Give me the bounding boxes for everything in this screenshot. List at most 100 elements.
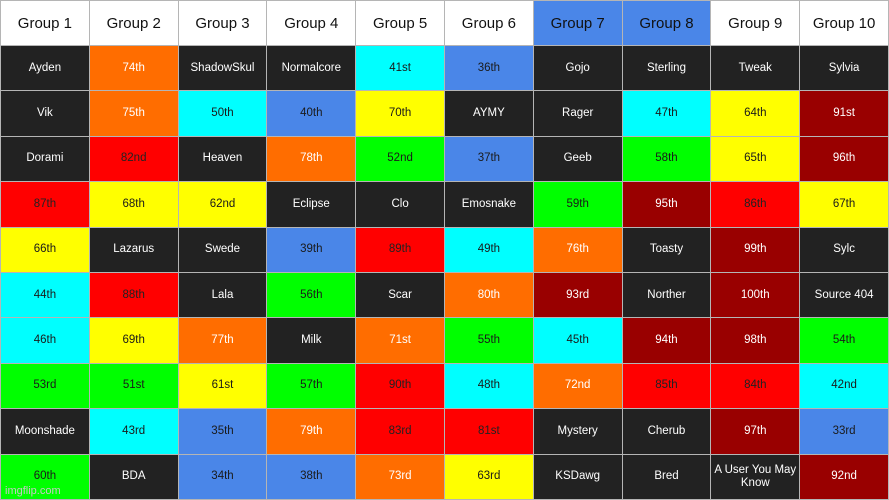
table-cell: 77th	[177, 317, 268, 364]
table-cell: 71st	[355, 317, 445, 364]
table-cell: 36th	[443, 44, 534, 92]
table-cell: ShadowSkul	[177, 44, 268, 92]
table-cell: Norther	[621, 271, 712, 319]
table-cell: Emosnake	[443, 181, 534, 228]
table-cell: 45th	[532, 317, 623, 364]
table-cell: 42nd	[799, 362, 889, 410]
table-cell: 82nd	[88, 135, 179, 183]
table-cell: 43rd	[88, 408, 179, 455]
table-cell: BDA	[88, 453, 179, 500]
table-cell: 99th	[710, 226, 801, 273]
table-cell: 79th	[266, 408, 357, 455]
column-header-group-3: Group 3	[177, 0, 268, 46]
table-cell: Vik	[0, 90, 90, 137]
table-cell: 80th	[443, 271, 534, 319]
table-cell: KSDawg	[532, 453, 623, 500]
table-cell: 78th	[266, 135, 357, 183]
table-cell: 98th	[710, 317, 801, 364]
table-cell: 83rd	[355, 408, 445, 455]
table-cell: Toasty	[621, 226, 712, 273]
table-cell: 95th	[621, 181, 712, 228]
table-cell: 49th	[443, 226, 534, 273]
table-cell: Milk	[266, 317, 357, 364]
column-header-group-1: Group 1	[0, 0, 90, 46]
table-cell: 41st	[355, 44, 445, 92]
column-header-group-6: Group 6	[443, 0, 534, 46]
table-cell: 97th	[710, 408, 801, 455]
table-cell: 46th	[0, 317, 90, 364]
table-cell: 67th	[799, 181, 889, 228]
table-cell: 58th	[621, 135, 712, 183]
table-row: 66th Lazarus Swede 39th 89th 49th 76th Toasty 99…	[0, 226, 889, 273]
table-body: Ayden 74th ShadowSkul Normalcore 41st 36th Goj…	[0, 44, 889, 500]
table-cell: 74th	[88, 44, 179, 92]
table-cell: 75th	[88, 90, 179, 137]
table-cell: Sylc	[799, 226, 889, 273]
table-cell: 100th	[710, 271, 801, 319]
table-cell: 72nd	[532, 362, 623, 410]
table-cell: 61st	[177, 362, 268, 410]
table-cell: 55th	[443, 317, 534, 364]
table-cell: 87th	[0, 181, 90, 228]
table-cell: 60th	[0, 453, 90, 500]
table-cell: Lazarus	[88, 226, 179, 273]
table-cell: 56th	[266, 271, 357, 319]
table-cell: 81st	[443, 408, 534, 455]
table-cell: 39th	[266, 226, 357, 273]
table-cell: Ayden	[0, 44, 90, 92]
table-cell: 88th	[88, 271, 179, 319]
table-cell: Tweak	[710, 44, 801, 92]
column-header-group-9: Group 9	[710, 0, 801, 46]
table-cell: 47th	[621, 90, 712, 137]
table-cell: Heaven	[177, 135, 268, 183]
table-cell: Moonshade	[0, 408, 90, 455]
table-cell: 96th	[799, 135, 889, 183]
table-cell: 91st	[799, 90, 889, 137]
table-cell: 92nd	[799, 453, 889, 500]
column-header-group-7: Group 7	[532, 0, 623, 46]
table-row: Ayden 74th ShadowSkul Normalcore 41st 36th Goj…	[0, 44, 889, 92]
table-row: 46th 69th 77th Milk 71st 55th 45th 94th 98th 54th	[0, 317, 889, 364]
table-cell: 76th	[532, 226, 623, 273]
table-cell: 89th	[355, 226, 445, 273]
table-cell: 54th	[799, 317, 889, 364]
column-header-group-5: Group 5	[355, 0, 445, 46]
table-row: Vik 75th 50th 40th 70th AYMY Rager 47th 64th 91st	[0, 90, 889, 137]
table-cell: 53rd	[0, 362, 90, 410]
table-cell: 50th	[177, 90, 268, 137]
column-header-group-2: Group 2	[88, 0, 179, 46]
table-row: 87th 68th 62nd Eclipse Clo Emosnake 59th 95th 86…	[0, 181, 889, 228]
column-header-group-8: Group 8	[621, 0, 712, 46]
table-row: Moonshade 43rd 35th 79th 83rd 81st Mystery Cher…	[0, 408, 889, 455]
table-cell: Sylvia	[799, 44, 889, 92]
table-cell: Clo	[355, 181, 445, 228]
table-cell: Bred	[621, 453, 712, 500]
table-cell: 62nd	[177, 181, 268, 228]
table-cell: 37th	[443, 135, 534, 183]
table-row: Dorami 82nd Heaven 78th 52nd 37th Geeb 58th 65th…	[0, 135, 889, 183]
table-cell: 48th	[443, 362, 534, 410]
table-cell: AYMY	[443, 90, 534, 137]
table-cell: 57th	[266, 362, 357, 410]
table-cell: Lala	[177, 271, 268, 319]
table-cell: Rager	[532, 90, 623, 137]
table-cell: 93rd	[532, 271, 623, 319]
table-cell: 70th	[355, 90, 445, 137]
table-row: 60th BDA 34th 38th 73rd 63rd KSDawg Bred A User …	[0, 453, 889, 500]
table-cell: Sterling	[621, 44, 712, 92]
table-cell: 33rd	[799, 408, 889, 455]
table-cell: Cherub	[621, 408, 712, 455]
table-cell: Dorami	[0, 135, 90, 183]
table-cell: Geeb	[532, 135, 623, 183]
table-cell: Mystery	[532, 408, 623, 455]
table-cell: 84th	[710, 362, 801, 410]
table-cell: Normalcore	[266, 44, 357, 92]
table-cell: 51st	[88, 362, 179, 410]
table-cell: 69th	[88, 317, 179, 364]
table-cell: Eclipse	[266, 181, 357, 228]
table-cell: 90th	[355, 362, 445, 410]
table-cell: 59th	[532, 181, 623, 228]
table-cell: Scar	[355, 271, 445, 319]
table-cell: 66th	[0, 226, 90, 273]
